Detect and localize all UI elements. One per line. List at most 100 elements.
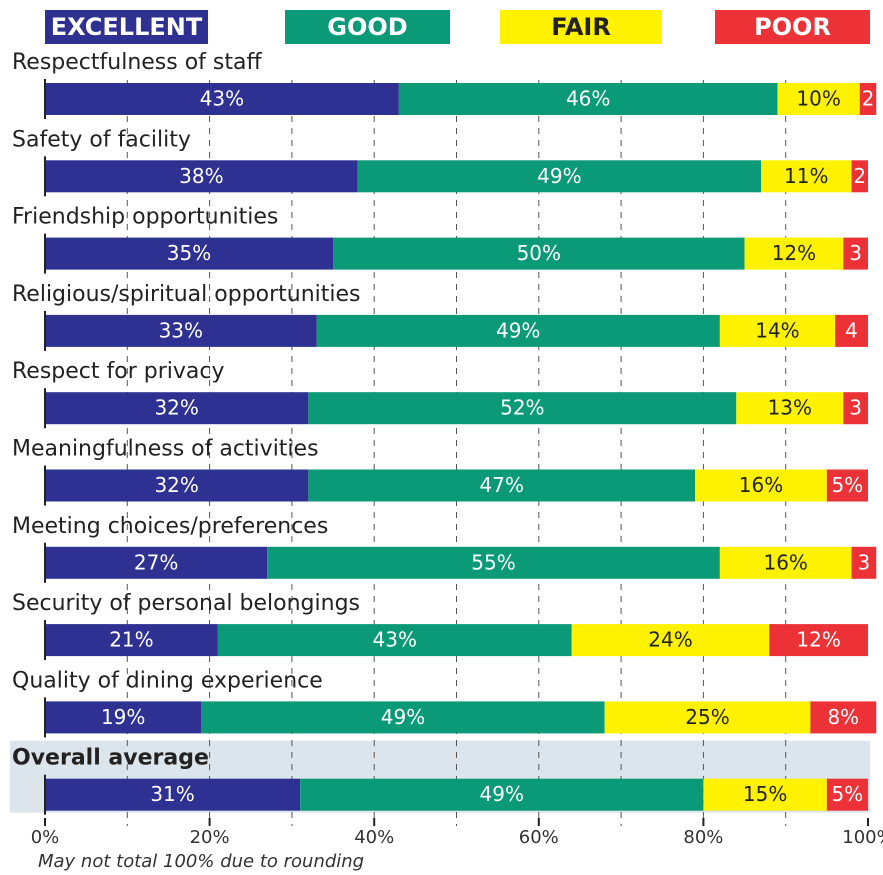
bar-segment — [719, 546, 852, 579]
value-label: 12% — [796, 628, 840, 652]
bar-segment — [267, 546, 720, 579]
category-label: Security of personal belongings — [12, 591, 360, 616]
value-label: 5% — [832, 782, 864, 806]
bar-segment — [333, 237, 745, 270]
value-label: 38% — [179, 164, 223, 188]
category-label: Friendship opportunities — [12, 205, 278, 230]
value-label: 49% — [381, 705, 425, 729]
category-label: Overall average — [12, 746, 209, 771]
bar-segment — [695, 469, 827, 502]
legend-label: POOR — [754, 13, 831, 41]
category-label: Religious/spiritual opportunities — [12, 282, 361, 307]
legend-swatch — [715, 10, 870, 44]
x-tick-label: 80% — [683, 827, 723, 848]
value-label: 35% — [167, 241, 211, 265]
x-tick-label: 60% — [519, 827, 559, 848]
bar-segment — [45, 701, 202, 734]
value-label: 49% — [496, 318, 540, 342]
value-label: 16% — [763, 550, 807, 574]
value-label: 15% — [743, 782, 787, 806]
value-label: 33% — [159, 318, 203, 342]
bar-segment — [45, 392, 309, 425]
value-label: 12% — [772, 241, 816, 265]
bar-segment — [859, 83, 877, 115]
legend-swatch — [285, 10, 450, 44]
bar-segment — [851, 546, 877, 579]
value-label: 49% — [537, 164, 581, 188]
value-label: 32% — [154, 473, 198, 497]
bar-segment — [45, 624, 218, 657]
value-label: 25% — [685, 705, 729, 729]
legend-label: GOOD — [327, 13, 407, 41]
bar-segment — [604, 701, 811, 734]
value-label: 13% — [768, 396, 812, 420]
value-label: 3 — [858, 550, 871, 574]
bar-segment — [300, 778, 704, 811]
bar-segment — [398, 83, 778, 115]
value-label: 43% — [200, 87, 244, 111]
legend-label: FAIR — [551, 13, 611, 41]
x-tick-label: 20% — [190, 827, 230, 848]
bar-segment — [761, 160, 852, 193]
bar-segment — [45, 83, 399, 115]
value-label: 47% — [480, 473, 524, 497]
legend-label: EXCELLENT — [51, 13, 203, 41]
bar-segment — [826, 469, 868, 502]
bar-segment — [45, 237, 334, 270]
value-label: 49% — [480, 782, 524, 806]
value-label: 8% — [827, 705, 859, 729]
value-label: 52% — [500, 396, 544, 420]
value-label: 14% — [755, 318, 799, 342]
value-label: 50% — [517, 241, 561, 265]
bar-segment — [45, 314, 317, 347]
value-label: 10% — [796, 87, 840, 111]
x-tick-label: 0% — [31, 827, 60, 848]
bar-segment — [308, 469, 696, 502]
bar-segment — [217, 624, 572, 657]
bar-segment — [810, 701, 877, 734]
category-label: Respect for privacy — [12, 359, 225, 384]
value-label: 21% — [109, 628, 153, 652]
value-label: 3 — [849, 241, 862, 265]
value-label: 3 — [849, 396, 862, 420]
x-tick-label: 100% — [842, 827, 883, 848]
bar-segment — [719, 314, 836, 347]
bar-segment — [843, 392, 868, 425]
value-label: 2 — [853, 164, 866, 188]
value-label: 46% — [566, 87, 610, 111]
bar-segment — [736, 392, 844, 425]
bar-segment — [835, 314, 868, 347]
bar-segment — [571, 624, 770, 657]
value-label: 31% — [150, 782, 194, 806]
bar-segment — [703, 778, 827, 811]
bar-segment — [843, 237, 868, 270]
bar-segment — [851, 160, 868, 193]
value-label: 11% — [784, 164, 828, 188]
value-label: 16% — [739, 473, 783, 497]
category-label: Meaningfulness of activities — [12, 437, 319, 462]
bar-segment — [45, 469, 309, 502]
value-label: 55% — [471, 550, 515, 574]
value-label: 2 — [862, 87, 875, 111]
bar-segment — [744, 237, 844, 270]
bar-segment — [316, 314, 720, 347]
bar-segment — [777, 83, 860, 115]
value-label: 27% — [134, 550, 178, 574]
x-tick-label: 40% — [354, 827, 394, 848]
bar-segment — [357, 160, 762, 193]
bar-segment — [769, 624, 868, 657]
bar-segment — [45, 546, 268, 579]
bar-segment — [45, 160, 358, 193]
value-label: 19% — [101, 705, 145, 729]
footnote: May not total 100% due to rounding — [38, 851, 364, 872]
value-label: 5% — [832, 473, 864, 497]
bar-segment — [45, 778, 301, 811]
bar-segment — [308, 392, 737, 425]
value-label: 4 — [845, 318, 858, 342]
value-label: 43% — [373, 628, 417, 652]
bar-segment — [201, 701, 605, 734]
category-label: Quality of dining experience — [12, 668, 323, 693]
value-label: 24% — [648, 628, 692, 652]
legend-swatch — [500, 10, 662, 44]
